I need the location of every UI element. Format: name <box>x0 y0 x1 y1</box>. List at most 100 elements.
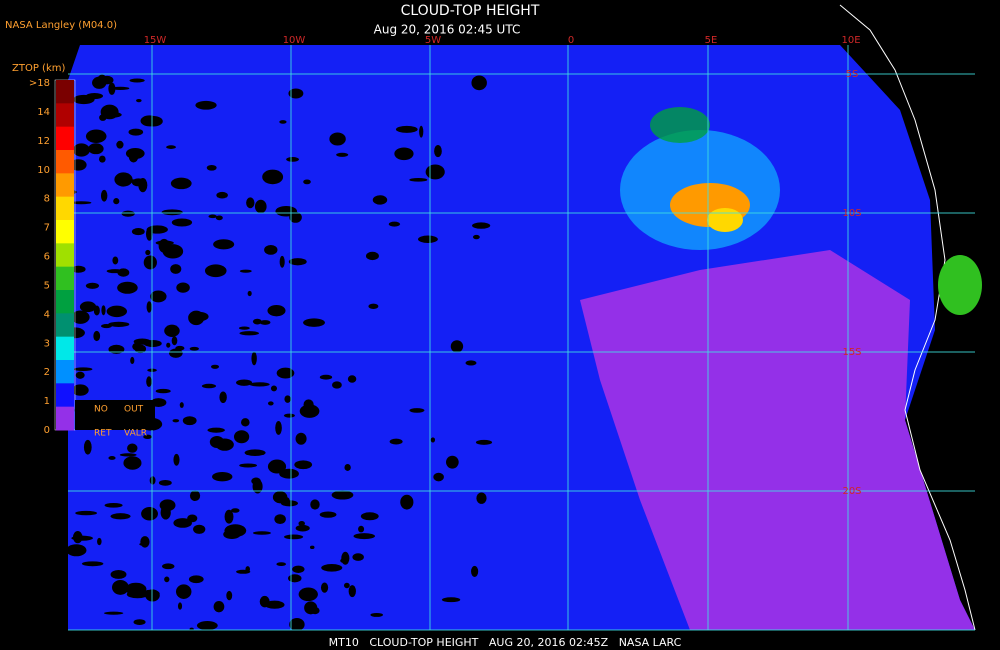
cloud-gap <box>476 492 487 504</box>
cloud-gap <box>173 453 180 466</box>
cloud-gap <box>206 164 217 171</box>
cloud-gap <box>292 565 305 573</box>
cloud-gap <box>275 420 282 435</box>
graticule: 15W 10W 5W 0 5E 10E 5S 10S 15S 20S <box>68 35 975 631</box>
cloud-gap <box>204 264 227 278</box>
cloud-gap <box>251 477 261 485</box>
colorbar-swatch <box>56 383 74 408</box>
cloud-gap <box>188 311 209 322</box>
cloud-gap <box>196 620 218 631</box>
cloud-gap <box>172 419 180 423</box>
cloud-gap <box>304 601 318 615</box>
cloud-gap <box>353 533 375 540</box>
cloud-gap <box>347 375 357 383</box>
cloud-gap <box>143 434 152 439</box>
convection <box>707 208 743 232</box>
cloud-gap <box>71 310 90 324</box>
cloud-gap <box>434 144 442 158</box>
cloud-gap <box>274 514 286 525</box>
cloud-gap <box>75 510 98 516</box>
cloud-gap <box>344 582 350 589</box>
cloud-gap <box>276 562 286 567</box>
colorbar-swatch <box>56 126 74 151</box>
colorbar-swatch <box>56 220 74 244</box>
cloud-gap <box>134 344 147 354</box>
cloud-gap <box>471 75 487 91</box>
cloud-gap <box>283 413 295 418</box>
cloud-gap <box>236 379 253 386</box>
cloud-gap <box>252 318 262 325</box>
cloud-gap <box>299 404 320 418</box>
cloud-gap <box>276 367 295 379</box>
cloud-gap <box>310 499 320 510</box>
cloud-gap <box>348 585 356 598</box>
cloud-gap <box>143 339 162 348</box>
cloud-gap <box>264 600 285 609</box>
cloud-gap <box>108 456 116 460</box>
cloud-gap <box>358 525 365 533</box>
cloud-gap <box>368 303 379 309</box>
cloud-gap <box>249 382 270 387</box>
cloud-gap <box>389 438 403 445</box>
cloud-gap <box>117 268 130 277</box>
cloud-gap <box>298 521 305 526</box>
cloud-gap <box>288 258 307 266</box>
cloud-gap <box>75 371 85 379</box>
cloud-gap <box>166 145 176 149</box>
cloud-gap <box>170 264 182 274</box>
cloud-gap <box>208 214 217 219</box>
cloud-gap <box>259 595 270 608</box>
colorbar-swatch <box>56 196 74 221</box>
cloud-gap <box>121 179 140 183</box>
cloud-gap <box>295 524 310 532</box>
cloud-gap <box>70 201 92 205</box>
cloud-gap <box>400 494 414 510</box>
subtitle: Aug 20, 2016 02:45 UTC <box>374 23 521 37</box>
cloud-gap <box>215 438 234 451</box>
title: CLOUD-TOP HEIGHT <box>401 3 540 19</box>
cloud-gap <box>267 401 274 406</box>
cloud-gap <box>280 500 298 507</box>
cloud-gap <box>233 430 250 444</box>
cloud-gap <box>433 472 444 482</box>
cloud-gap <box>85 282 100 289</box>
cloud-gap <box>279 120 287 124</box>
cloud-gap <box>289 211 302 223</box>
cloud-gap <box>213 600 225 613</box>
cloud-gap <box>108 321 130 327</box>
cloud-gap <box>193 524 206 534</box>
coastline <box>839 4 976 631</box>
cloud-gap <box>173 518 192 528</box>
colorbar-label: 8 <box>44 194 50 205</box>
cloud-gap <box>133 619 146 625</box>
cloud-gap <box>241 418 250 427</box>
cloud-gap <box>213 239 235 250</box>
colorbar-label: 1 <box>44 396 50 407</box>
cloud-gap <box>344 464 351 471</box>
lon-label: 10W <box>283 35 306 46</box>
cloud-gap <box>224 509 234 524</box>
cloud-gap <box>279 468 299 479</box>
cloud-gap <box>319 511 337 518</box>
cloud-gap <box>210 364 220 369</box>
cloud-gap <box>128 128 144 136</box>
cloud-gap <box>166 342 171 348</box>
cloud-gap <box>388 221 401 227</box>
cloud-gap <box>303 179 311 185</box>
cloud-gap <box>69 159 87 171</box>
cloud-gap <box>370 612 384 617</box>
cloud-gap <box>81 561 104 567</box>
cloud-gap <box>85 93 104 100</box>
cloud-gap <box>239 269 252 273</box>
colorbar-label: 7 <box>44 223 50 234</box>
cloud-gap <box>97 74 107 87</box>
colorbar-swatch <box>56 103 74 128</box>
cloud-gap <box>264 244 278 255</box>
colorbar-label: 0 <box>44 425 50 436</box>
cloud-gap <box>331 490 354 500</box>
cloud-gap <box>72 531 83 544</box>
cloud-gap <box>395 125 418 133</box>
cloud-gap <box>288 88 304 99</box>
cloud-gap <box>103 611 124 615</box>
cloud-gap <box>321 563 343 572</box>
